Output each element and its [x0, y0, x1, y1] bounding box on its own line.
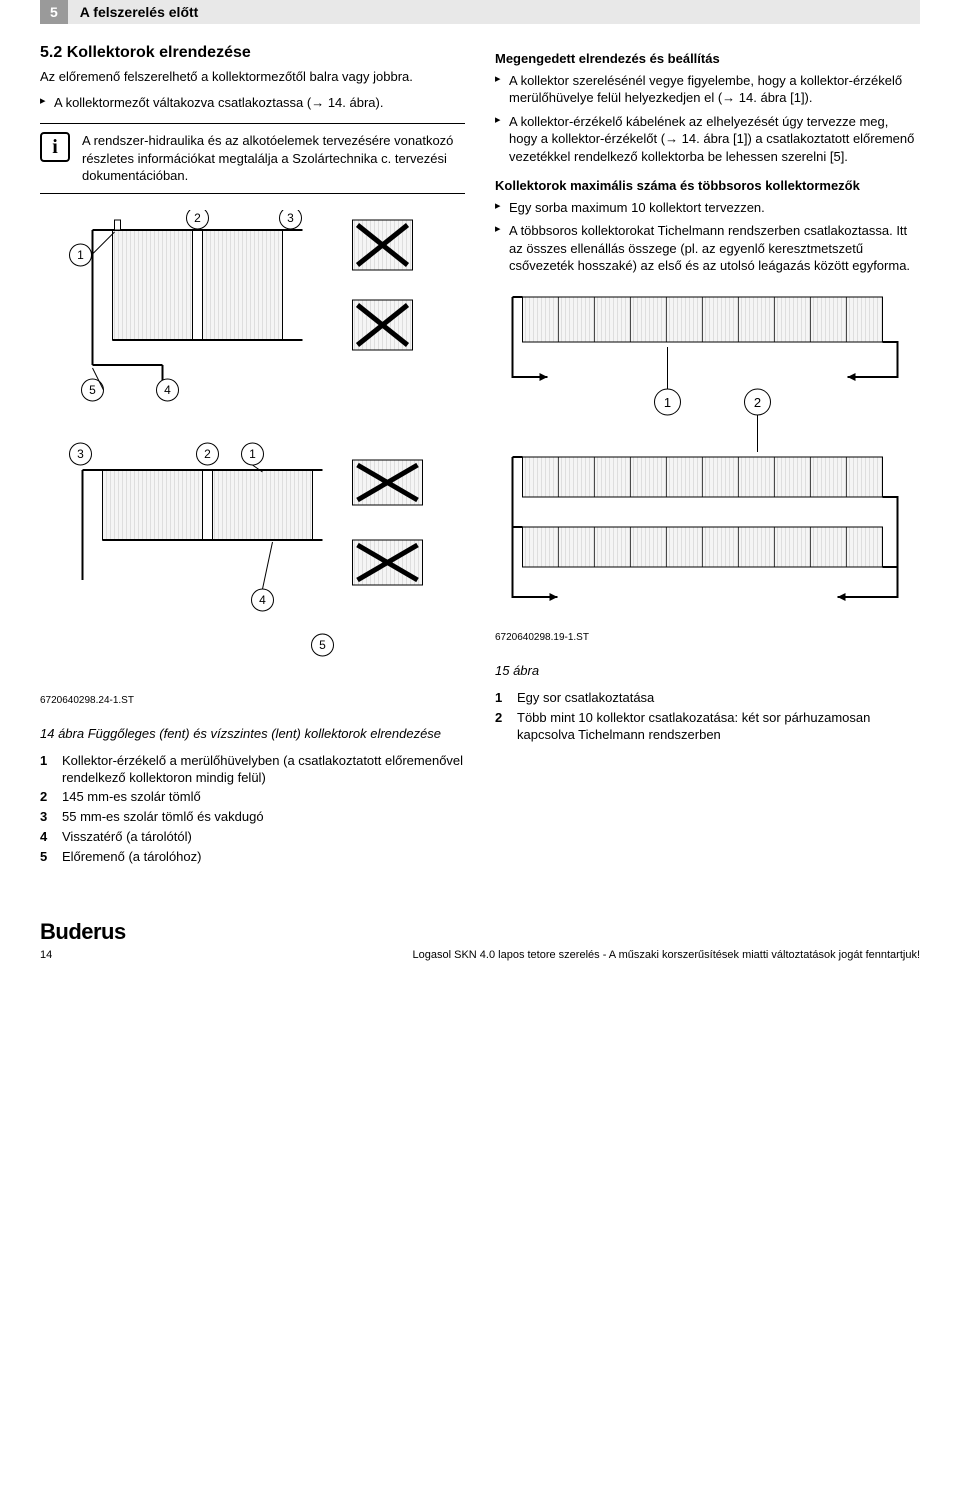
page-footer: Buderus 14 Logasol SKN 4.0 lapos tetore …: [40, 919, 920, 961]
right-column: Megengedett elrendezés és beállítás A ko…: [495, 44, 920, 869]
svg-text:1: 1: [664, 395, 671, 410]
footer-text: Logasol SKN 4.0 lapos tetore szerelés - …: [413, 949, 920, 961]
bullet-item: Egy sorba maximum 10 kollektort tervezze…: [495, 199, 920, 217]
subsection-heading: 5.2 Kollektorok elrendezése: [40, 44, 465, 62]
svg-text:4: 4: [164, 383, 171, 397]
left-column: 5.2 Kollektorok elrendezése Az előremenő…: [40, 44, 465, 869]
info-box: i A rendszer-hidraulika és az alkotóelem…: [40, 123, 465, 194]
figure-15-legend: 1Egy sor csatlakoztatása 2Több mint 10 k…: [495, 690, 920, 744]
figure-15-caption: 15 ábra: [495, 663, 920, 680]
svg-text:1: 1: [249, 447, 256, 461]
figure-ref: 6720640298.24-1.ST: [40, 695, 465, 706]
bullet-item: A többsoros kollektorokat Tichelmann ren…: [495, 222, 920, 275]
allowed-heading: Megengedett elrendezés és beállítás: [495, 50, 920, 68]
section-number: 5: [40, 0, 68, 24]
figure-14-legend: 1Kollektor-érzékelő a merülőhüvelyben (a…: [40, 753, 465, 866]
max-heading: Kollektorok maximális száma és többsoros…: [495, 177, 920, 195]
svg-text:5: 5: [319, 638, 326, 652]
figure-14-caption: 14 ábra Függőleges (fent) és vízszintes …: [40, 726, 465, 743]
intro-text: Az előremenő felszerelhető a kollektorme…: [40, 68, 465, 86]
info-text: A rendszer-hidraulika és az alkotóelemek…: [82, 132, 465, 185]
section-header: 5 A felszerelés előtt: [40, 0, 920, 24]
info-icon: i: [40, 132, 70, 162]
figure-ref: 6720640298.19-1.ST: [495, 632, 920, 643]
svg-text:3: 3: [77, 447, 84, 461]
bullet-item: A kollektormezőt váltakozva csatlakoztas…: [40, 94, 465, 112]
bullet-item: A kollektor-érzékelő kábelének az elhely…: [495, 113, 920, 166]
figure-14: 1 2 3 5 4: [40, 210, 465, 706]
svg-text:1: 1: [77, 248, 84, 262]
page-number: 14: [40, 949, 52, 961]
svg-text:3: 3: [287, 211, 294, 225]
svg-text:2: 2: [204, 447, 211, 461]
svg-text:5: 5: [89, 383, 96, 397]
svg-text:4: 4: [259, 593, 266, 607]
brand-logo: Buderus: [40, 919, 920, 945]
svg-text:2: 2: [194, 211, 201, 225]
bullet-item: A kollektor szerelésénél vegye figyelemb…: [495, 72, 920, 107]
svg-text:2: 2: [754, 395, 761, 410]
section-title: A felszerelés előtt: [68, 0, 920, 24]
figure-15: 1 2: [495, 287, 920, 643]
